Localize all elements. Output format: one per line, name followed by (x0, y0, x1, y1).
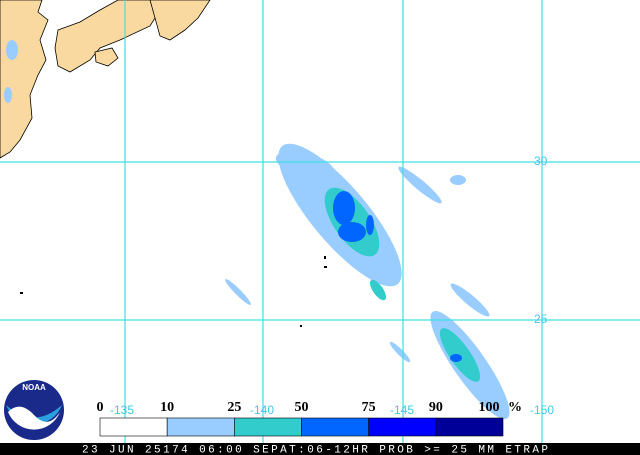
grid (0, 0, 640, 443)
legend-label: 50 (295, 400, 309, 415)
lat-label: 30 (534, 154, 548, 168)
lakes (4, 40, 18, 103)
legend-label: 0 (97, 400, 104, 415)
logo: NOAA (4, 380, 64, 440)
lon-label: -135 (110, 403, 134, 417)
lon-label: -140 (250, 403, 274, 417)
legend-swatch (166, 417, 235, 437)
legend-label: 100 (479, 400, 500, 415)
legend-label: 10 (160, 400, 174, 415)
legend: 0 10 25 50 75 90 100% (97, 400, 522, 437)
legend-swatch (368, 417, 437, 437)
islands (20, 256, 327, 327)
legend-label: 90 (429, 400, 443, 415)
legend-swatch (301, 417, 369, 437)
lat-label: 25 (534, 312, 548, 326)
footer-bar (0, 443, 640, 455)
precip-areas (225, 143, 510, 420)
legend-unit: % (508, 400, 522, 415)
legend-swatch (234, 417, 302, 437)
legend-label: 75 (362, 400, 376, 415)
lon-label: -145 (390, 403, 414, 417)
lon-label: -150 (530, 403, 554, 417)
land (0, 0, 211, 159)
legend-swatch (435, 417, 504, 437)
legend-swatch (99, 417, 168, 437)
logo-text: NOAA (22, 383, 46, 392)
legend-label: 25 (227, 400, 241, 415)
